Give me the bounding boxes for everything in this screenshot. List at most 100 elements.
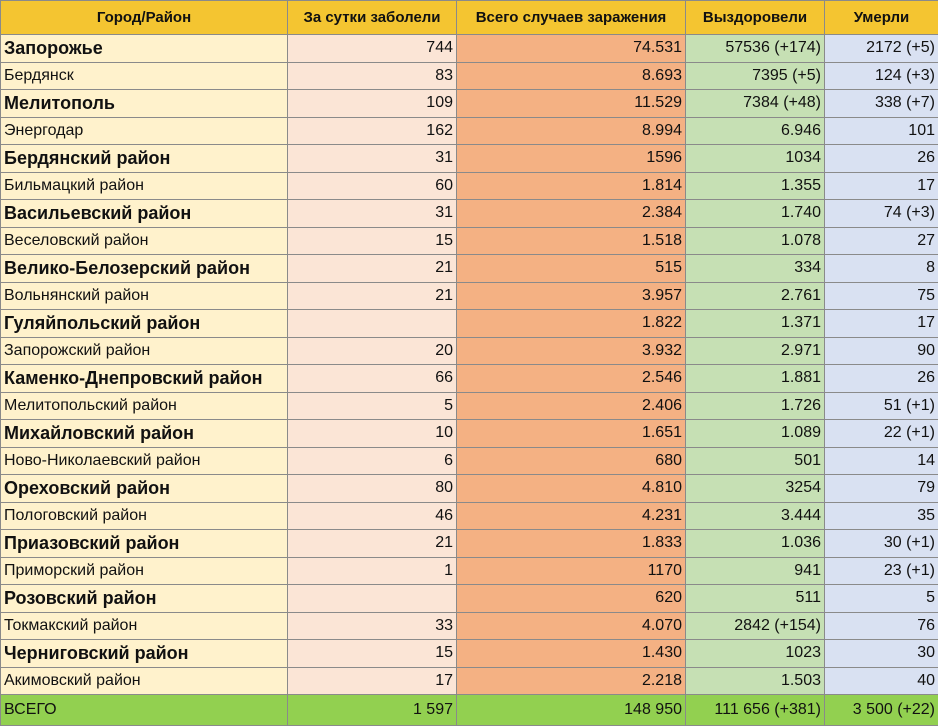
cell-city: Энергодар bbox=[1, 117, 288, 145]
cell-deaths: 23 (+1) bbox=[825, 557, 938, 585]
cell-deaths: 8 bbox=[825, 255, 938, 283]
cell-recovered: 1.740 bbox=[686, 200, 825, 228]
cell-recovered: 57536 (+174) bbox=[686, 35, 825, 63]
cell-deaths: 101 bbox=[825, 117, 938, 145]
cell-deaths: 14 bbox=[825, 447, 938, 475]
cell-daily bbox=[288, 310, 457, 338]
cell-deaths: 17 bbox=[825, 172, 938, 200]
header-row: Город/Район За сутки заболели Всего случ… bbox=[1, 1, 938, 35]
cell-daily: 60 bbox=[288, 172, 457, 200]
cell-city: Приазовский район bbox=[1, 530, 288, 558]
cell-deaths: 5 bbox=[825, 585, 938, 613]
cell-city: Бердянский район bbox=[1, 145, 288, 173]
cell-recovered: 334 bbox=[686, 255, 825, 283]
cell-daily bbox=[288, 585, 457, 613]
cell-deaths: 74 (+3) bbox=[825, 200, 938, 228]
cell-daily: 31 bbox=[288, 200, 457, 228]
cell-recovered: 7395 (+5) bbox=[686, 62, 825, 90]
cell-total: 1.814 bbox=[457, 172, 686, 200]
cell-deaths: 338 (+7) bbox=[825, 90, 938, 118]
cell-total: 4.231 bbox=[457, 502, 686, 530]
cell-total: 11.529 bbox=[457, 90, 686, 118]
cell-total: 3.932 bbox=[457, 337, 686, 365]
cell-total: 8.693 bbox=[457, 62, 686, 90]
cell-recovered: 1.371 bbox=[686, 310, 825, 338]
cell-daily: 66 bbox=[288, 365, 457, 393]
cell-daily: 162 bbox=[288, 117, 457, 145]
cell-city: Ореховский район bbox=[1, 475, 288, 503]
cell-recovered: 1.355 bbox=[686, 172, 825, 200]
cell-deaths: 75 bbox=[825, 282, 938, 310]
cell-city: Запорожский район bbox=[1, 337, 288, 365]
header-city: Город/Район bbox=[1, 1, 288, 35]
cell-total: 4.810 bbox=[457, 475, 686, 503]
cell-total: 1.822 bbox=[457, 310, 686, 338]
cell-total: 515 bbox=[457, 255, 686, 283]
cell-recovered: 511 bbox=[686, 585, 825, 613]
cell-city: Приморский район bbox=[1, 557, 288, 585]
cell-deaths: 27 bbox=[825, 227, 938, 255]
cell-total: 1596 bbox=[457, 145, 686, 173]
cell-deaths: 35 bbox=[825, 502, 938, 530]
cell-city: Ново-Николаевский район bbox=[1, 447, 288, 475]
cell-total: 2.546 bbox=[457, 365, 686, 393]
cell-city: Розовский район bbox=[1, 585, 288, 613]
cell-recovered: 6.946 bbox=[686, 117, 825, 145]
cell-city: Веселовский район bbox=[1, 227, 288, 255]
cell-deaths: 26 bbox=[825, 365, 938, 393]
cell-recovered: 1.881 bbox=[686, 365, 825, 393]
cell-deaths: 90 bbox=[825, 337, 938, 365]
cell-city: Пологовский район bbox=[1, 502, 288, 530]
cell-city: Черниговский район bbox=[1, 640, 288, 668]
cell-city: Васильевский район bbox=[1, 200, 288, 228]
cell-city: Гуляйпольский район bbox=[1, 310, 288, 338]
cell-city: Каменко-Днепровский район bbox=[1, 365, 288, 393]
cell-recovered: 3.444 bbox=[686, 502, 825, 530]
header-recovered: Выздоровели bbox=[686, 1, 825, 35]
cell-deaths: 76 bbox=[825, 612, 938, 640]
cell-daily: 21 bbox=[288, 530, 457, 558]
cell-recovered: 2.761 bbox=[686, 282, 825, 310]
cell-total: 2.406 bbox=[457, 392, 686, 420]
cell-total: 8.994 bbox=[457, 117, 686, 145]
cell-total: 74.531 bbox=[457, 35, 686, 63]
cell-recovered: 2842 (+154) bbox=[686, 612, 825, 640]
cell-city: Михайловский район bbox=[1, 420, 288, 448]
cell-total: 1.430 bbox=[457, 640, 686, 668]
cell-recovered: 501 bbox=[686, 447, 825, 475]
cell-total: 1.651 bbox=[457, 420, 686, 448]
cell-daily: 17 bbox=[288, 667, 457, 695]
cell-recovered: 1023 bbox=[686, 640, 825, 668]
cell-daily: 21 bbox=[288, 255, 457, 283]
cell-total: 2.384 bbox=[457, 200, 686, 228]
cell-recovered: 3254 bbox=[686, 475, 825, 503]
cell-daily: 83 bbox=[288, 62, 457, 90]
cell-city: Мелитополь bbox=[1, 90, 288, 118]
cell-daily: 20 bbox=[288, 337, 457, 365]
cell-deaths: 124 (+3) bbox=[825, 62, 938, 90]
cell-daily: 15 bbox=[288, 227, 457, 255]
cell-deaths: 51 (+1) bbox=[825, 392, 938, 420]
cell-deaths: 40 bbox=[825, 667, 938, 695]
cell-city: Вольнянский район bbox=[1, 282, 288, 310]
cell-daily: 21 bbox=[288, 282, 457, 310]
cell-deaths: 30 bbox=[825, 640, 938, 668]
cell-recovered: 1.078 bbox=[686, 227, 825, 255]
cell-recovered: 1.036 bbox=[686, 530, 825, 558]
cell-deaths: 26 bbox=[825, 145, 938, 173]
cell-daily: 744 bbox=[288, 35, 457, 63]
cell-total: 2.218 bbox=[457, 667, 686, 695]
